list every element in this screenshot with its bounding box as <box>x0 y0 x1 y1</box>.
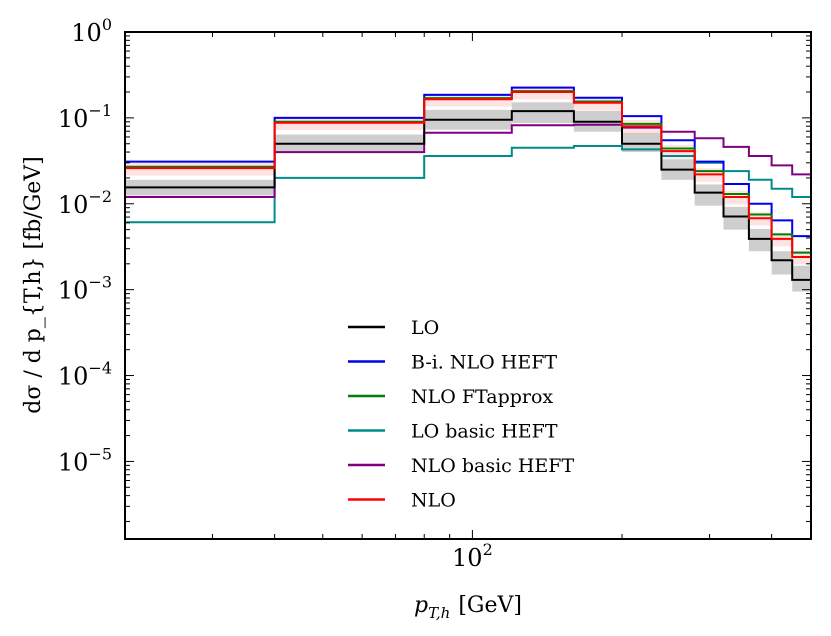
series-nlo <box>125 91 811 258</box>
band-bin <box>771 251 793 275</box>
band-bin <box>748 228 772 252</box>
legend-label-nlo-basic-heft: NLO basic HEFT <box>411 455 574 477</box>
y-tick-label: 10−1 <box>58 101 112 133</box>
y-tick-label: 10−2 <box>58 187 112 219</box>
band-bin <box>622 132 662 153</box>
y-tick-label: 10−4 <box>58 359 112 391</box>
x-tick-label: 102 <box>452 540 493 572</box>
y-axis-label: dσ / d p_{T,h} [fb/GeV] <box>21 156 46 414</box>
band-bin <box>792 265 811 292</box>
y-tick-label: 10−3 <box>58 273 112 305</box>
y-tick-label: 100 <box>71 15 112 47</box>
plot-frame <box>124 31 812 540</box>
tick-layer <box>125 31 811 539</box>
legend-label-b-i-nlo-heft: B-i. NLO HEFT <box>411 352 557 374</box>
x-axis-label: pT,h [GeV] <box>414 593 522 622</box>
legend: LO B-i. NLO HEFT NLO FTapprox LO basic HEFT… <box>348 317 574 512</box>
series-lo <box>125 110 811 281</box>
band-bin <box>694 184 724 206</box>
y-tick-labels: 100 10−1 10−2 10−3 10−4 10−5 <box>58 15 112 476</box>
band-bin <box>511 102 574 124</box>
legend-label-nlo-ftapprox: NLO FTapprox <box>411 386 553 408</box>
series-layer <box>125 86 811 281</box>
legend-label-lo: LO <box>411 317 439 339</box>
x-tick-labels: 102 <box>452 540 493 572</box>
uncertainty-band <box>125 85 811 292</box>
legend-label-lo-basic-heft: LO basic HEFT <box>411 421 558 443</box>
y-tick-label: 10−5 <box>58 444 112 476</box>
legend-label-nlo: NLO <box>411 490 456 512</box>
band-bin <box>723 206 749 230</box>
